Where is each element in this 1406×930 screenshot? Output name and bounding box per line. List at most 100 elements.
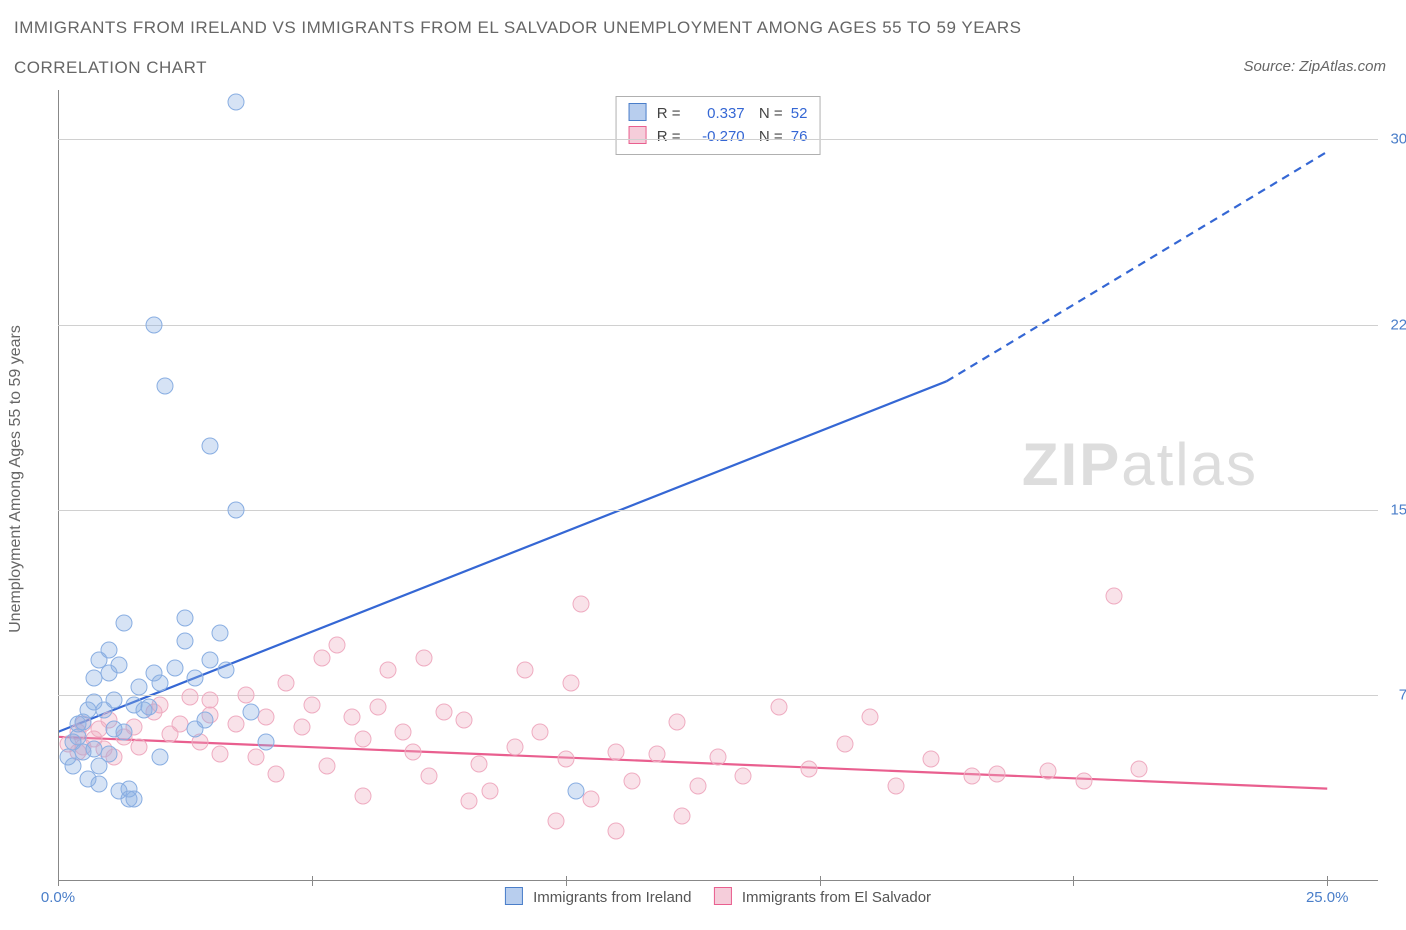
scatter-point-ireland — [217, 662, 234, 679]
scatter-point-elsalvador — [202, 691, 219, 708]
scatter-point-ireland — [126, 790, 143, 807]
scatter-point-elsalvador — [547, 812, 564, 829]
chart-plot-area: Unemployment Among Ages 55 to 59 years Z… — [58, 90, 1378, 880]
scatter-point-elsalvador — [770, 699, 787, 716]
scatter-point-elsalvador — [182, 689, 199, 706]
scatter-point-elsalvador — [354, 731, 371, 748]
scatter-point-elsalvador — [506, 738, 523, 755]
r-label-b: R = — [657, 128, 681, 145]
scatter-point-ireland — [116, 615, 133, 632]
scatter-point-elsalvador — [517, 662, 534, 679]
scatter-point-elsalvador — [608, 743, 625, 760]
y-tick-label: 15.0% — [1390, 501, 1406, 518]
scatter-point-ireland — [151, 748, 168, 765]
scatter-point-elsalvador — [405, 743, 422, 760]
scatter-point-ireland — [202, 437, 219, 454]
n-value-b: 76 — [791, 128, 808, 145]
scatter-point-ireland — [100, 642, 117, 659]
scatter-point-elsalvador — [562, 674, 579, 691]
scatter-point-ireland — [146, 316, 163, 333]
scatter-point-elsalvador — [989, 765, 1006, 782]
swatch-series-a — [629, 103, 647, 121]
scatter-point-elsalvador — [801, 760, 818, 777]
scatter-point-elsalvador — [268, 765, 285, 782]
scatter-point-elsalvador — [227, 716, 244, 733]
scatter-point-elsalvador — [923, 751, 940, 768]
scatter-point-elsalvador — [329, 637, 346, 654]
scatter-point-elsalvador — [735, 768, 752, 785]
stats-box: R = 0.337 N = 52 R = -0.270 N = 76 — [616, 96, 821, 155]
scatter-point-ireland — [227, 94, 244, 111]
source-attribution: Source: ZipAtlas.com — [1243, 58, 1386, 75]
scatter-point-elsalvador — [395, 723, 412, 740]
scatter-point-ireland — [166, 659, 183, 676]
scatter-point-elsalvador — [710, 748, 727, 765]
scatter-point-elsalvador — [354, 788, 371, 805]
scatter-point-elsalvador — [689, 778, 706, 795]
r-value-a: 0.337 — [685, 103, 745, 126]
scatter-point-elsalvador — [258, 709, 275, 726]
scatter-point-ireland — [176, 610, 193, 627]
scatter-point-elsalvador — [344, 709, 361, 726]
swatch-series-b — [629, 126, 647, 144]
scatter-point-elsalvador — [303, 696, 320, 713]
y-tick-label: 30.0% — [1390, 131, 1406, 148]
scatter-point-ireland — [151, 674, 168, 691]
n-label-a: N = — [759, 105, 783, 122]
r-label-a: R = — [657, 105, 681, 122]
scatter-point-elsalvador — [1131, 760, 1148, 777]
scatter-point-elsalvador — [237, 686, 254, 703]
scatter-point-elsalvador — [887, 778, 904, 795]
scatter-point-elsalvador — [369, 699, 386, 716]
y-tick-label: 7.5% — [1399, 686, 1406, 703]
bottom-legend: Immigrants from Ireland Immigrants from … — [505, 887, 931, 906]
scatter-point-elsalvador — [669, 714, 686, 731]
scatter-point-elsalvador — [471, 755, 488, 772]
scatter-point-elsalvador — [557, 751, 574, 768]
scatter-point-elsalvador — [248, 748, 265, 765]
scatter-point-elsalvador — [1075, 773, 1092, 790]
scatter-point-ireland — [131, 679, 148, 696]
scatter-point-elsalvador — [380, 662, 397, 679]
chart-title-line2: CORRELATION CHART — [14, 58, 207, 78]
scatter-point-elsalvador — [1106, 588, 1123, 605]
scatter-point-elsalvador — [674, 807, 691, 824]
stats-row-series-b: R = -0.270 N = 76 — [629, 126, 808, 149]
scatter-point-ireland — [141, 699, 158, 716]
legend-label-b: Immigrants from El Salvador — [742, 889, 931, 906]
scatter-point-elsalvador — [415, 649, 432, 666]
scatter-point-elsalvador — [420, 768, 437, 785]
chart-title-line1: IMMIGRANTS FROM IRELAND VS IMMIGRANTS FR… — [14, 18, 1022, 38]
scatter-point-ireland — [110, 657, 127, 674]
y-tick-label: 22.5% — [1390, 316, 1406, 333]
scatter-point-elsalvador — [623, 773, 640, 790]
scatter-point-elsalvador — [314, 649, 331, 666]
legend-label-a: Immigrants from Ireland — [533, 889, 691, 906]
scatter-point-ireland — [212, 625, 229, 642]
legend-swatch-a — [505, 887, 523, 905]
scatter-point-elsalvador — [293, 718, 310, 735]
x-tick-label: 25.0% — [1306, 889, 1349, 906]
scatter-point-ireland — [202, 652, 219, 669]
scatter-point-elsalvador — [319, 758, 336, 775]
stats-row-series-a: R = 0.337 N = 52 — [629, 103, 808, 126]
scatter-point-ireland — [197, 711, 214, 728]
scatter-point-ireland — [90, 775, 107, 792]
scatter-point-ireland — [187, 669, 204, 686]
scatter-point-ireland — [100, 746, 117, 763]
x-tick-label: 0.0% — [41, 889, 75, 906]
y-axis-label: Unemployment Among Ages 55 to 59 years — [7, 325, 25, 633]
scatter-point-ireland — [176, 632, 193, 649]
scatter-point-ireland — [567, 783, 584, 800]
scatter-point-elsalvador — [608, 822, 625, 839]
scatter-point-elsalvador — [461, 793, 478, 810]
scatter-point-ireland — [105, 691, 122, 708]
scatter-point-elsalvador — [1040, 763, 1057, 780]
scatter-point-ireland — [242, 704, 259, 721]
scatter-point-elsalvador — [963, 768, 980, 785]
n-value-a: 52 — [791, 105, 808, 122]
scatter-point-elsalvador — [862, 709, 879, 726]
scatter-point-elsalvador — [532, 723, 549, 740]
scatter-point-ireland — [227, 501, 244, 518]
scatter-point-elsalvador — [836, 736, 853, 753]
